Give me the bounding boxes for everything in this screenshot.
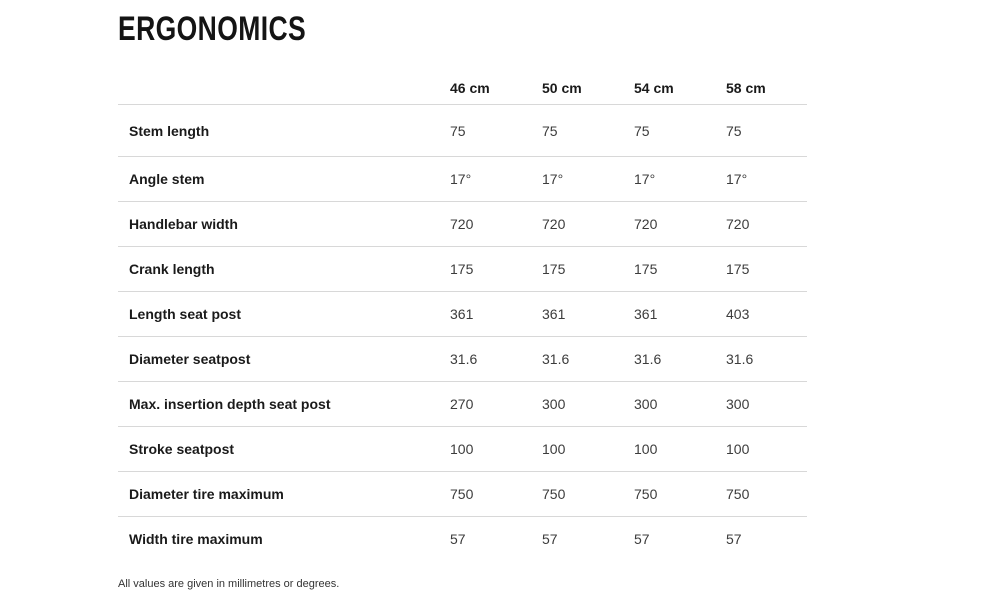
row-value: 100 [450,441,474,457]
row-value: 75 [450,122,466,139]
row-value: 300 [634,396,658,412]
row-label: Length seat post [129,306,242,322]
row-value: 17° [726,171,748,187]
row-value: 31.6 [634,351,662,367]
ergonomics-section: ERGONOMICS 46 cm 50 cm 54 cm 58 cm Stem … [118,12,807,590]
row-value: 720 [726,216,750,232]
row-value: 31.6 [726,351,754,367]
units-footnote: All values are given in millimetres or d… [118,578,340,590]
row-value: 720 [634,216,658,232]
row-value: 100 [634,441,658,457]
row-value: 720 [542,216,566,232]
row-value: 31.6 [542,351,570,367]
row-value: 57 [542,531,558,547]
row-value: 750 [634,486,658,502]
row-value: 300 [542,396,566,412]
row-value: 750 [726,486,750,502]
row-value: 175 [726,261,750,277]
row-value: 361 [634,306,658,322]
row-value: 270 [450,396,474,412]
row-value: 175 [450,261,474,277]
row-label: Diameter seatpost [129,351,251,367]
row-label: Max. insertion depth seat post [129,396,331,412]
table-header-row: 46 cm 50 cm 54 cm 58 cm [118,46,807,104]
row-label: Crank length [129,261,215,277]
row-value: 300 [726,396,750,412]
row-value: 403 [726,306,750,322]
table-row: Diameter seatpost 31.6 31.6 31.6 31.6 [118,336,807,381]
row-value: 57 [726,531,742,547]
row-value: 75 [634,122,650,139]
row-value: 17° [542,171,564,187]
column-header-50cm: 50 cm [542,80,582,96]
page-title: ERGONOMICS [118,10,307,48]
column-header-54cm: 54 cm [634,80,674,96]
row-value: 17° [450,171,472,187]
table-row: Length seat post 361 361 361 403 [118,291,807,336]
row-value: 720 [450,216,474,232]
table-row: Stroke seatpost 100 100 100 100 [118,426,807,471]
row-value: 17° [634,171,656,187]
row-label: Stem length [129,122,210,139]
row-label: Angle stem [129,171,205,187]
row-value: 75 [726,122,742,139]
row-value: 57 [634,531,650,547]
table-row: Diameter tire maximum 750 750 750 750 [118,471,807,516]
row-label: Handlebar width [129,216,238,232]
row-value: 750 [542,486,566,502]
row-value: 31.6 [450,351,478,367]
row-label: Width tire maximum [129,531,263,547]
table-row: Stem length 75 75 75 75 [118,104,807,156]
column-header-46cm: 46 cm [450,80,490,96]
ergonomics-table: 46 cm 50 cm 54 cm 58 cm Stem length 75 7… [118,46,807,561]
row-label: Diameter tire maximum [129,486,284,502]
row-value: 100 [726,441,750,457]
row-value: 750 [450,486,474,502]
row-value: 100 [542,441,566,457]
table-row: Angle stem 17° 17° 17° 17° [118,156,807,201]
table-row: Handlebar width 720 720 720 720 [118,201,807,246]
table-row: Max. insertion depth seat post 270 300 3… [118,381,807,426]
row-value: 75 [542,122,558,139]
table-row: Width tire maximum 57 57 57 57 [118,516,807,561]
row-value: 175 [634,261,658,277]
table-row: Crank length 175 175 175 175 [118,246,807,291]
row-value: 175 [542,261,566,277]
row-label: Stroke seatpost [129,441,235,457]
row-value: 57 [450,531,466,547]
row-value: 361 [542,306,566,322]
row-value: 361 [450,306,474,322]
column-header-58cm: 58 cm [726,80,766,96]
